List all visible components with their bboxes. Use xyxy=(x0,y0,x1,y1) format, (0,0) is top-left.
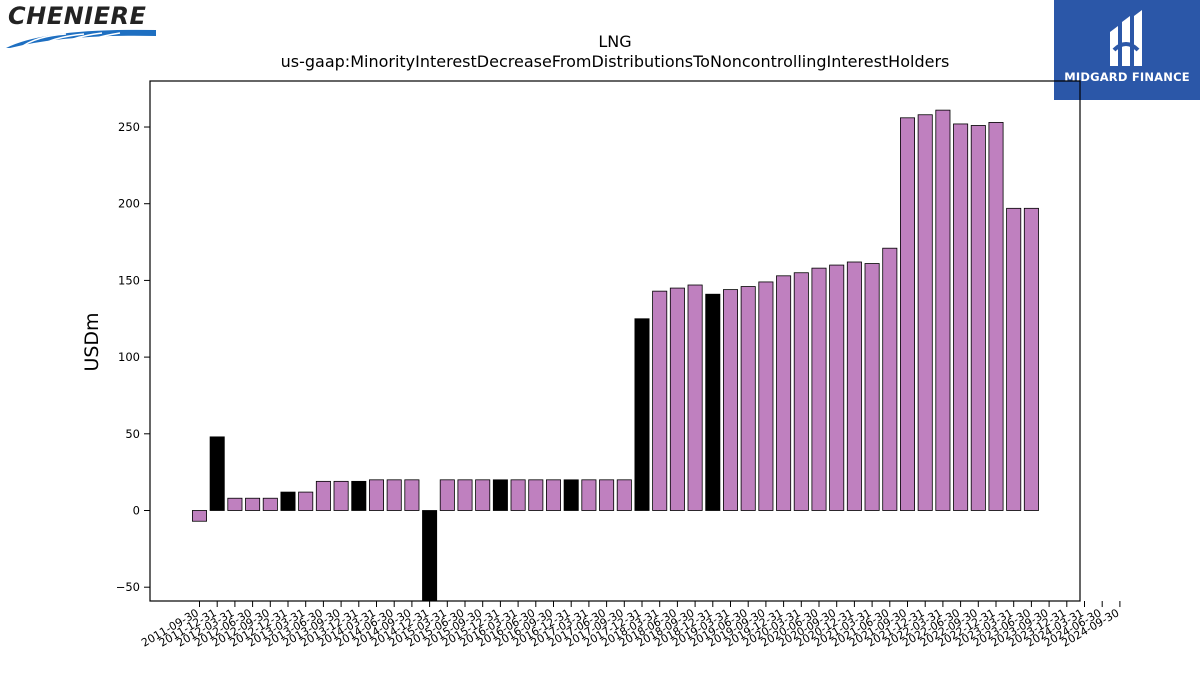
bar xyxy=(776,275,792,511)
bar xyxy=(917,114,933,511)
bar xyxy=(227,497,243,511)
bar xyxy=(864,263,880,511)
bar xyxy=(705,293,721,511)
y-tick-label: 50 xyxy=(125,427,140,441)
bar xyxy=(652,290,668,511)
bar xyxy=(793,272,809,511)
bar xyxy=(846,261,862,511)
bar xyxy=(563,479,579,511)
midgard-mark-icon xyxy=(1110,10,1142,66)
bar xyxy=(510,479,526,511)
bar xyxy=(900,117,916,511)
bar xyxy=(191,510,207,522)
bar xyxy=(492,479,508,511)
bar xyxy=(439,479,455,511)
bar xyxy=(351,480,367,511)
bar xyxy=(758,281,774,511)
bar xyxy=(811,267,827,511)
bar xyxy=(581,479,597,511)
brand-name: CHENIERE xyxy=(8,2,147,30)
bar xyxy=(1006,207,1022,511)
bar xyxy=(333,480,349,511)
bar xyxy=(280,491,296,511)
bar xyxy=(262,497,278,511)
bar xyxy=(740,286,756,511)
bar xyxy=(546,479,562,511)
bar xyxy=(634,318,650,511)
bar xyxy=(528,479,544,511)
bar xyxy=(723,289,739,511)
y-tick-label: −50 xyxy=(116,580,140,594)
y-tick-label: 100 xyxy=(118,350,140,364)
bar xyxy=(935,109,951,511)
midgard-finance-logo: MIDGARD FINANCE xyxy=(1054,0,1200,100)
bar xyxy=(669,287,685,511)
y-tick-label: 250 xyxy=(118,120,140,134)
plot-frame xyxy=(149,80,1081,602)
brand-swoosh-icon xyxy=(6,29,156,49)
bar xyxy=(475,479,491,511)
bar xyxy=(457,479,473,511)
y-tick-label: 150 xyxy=(118,273,140,287)
bar xyxy=(368,479,384,511)
y-tick-label: 200 xyxy=(118,197,140,211)
bar xyxy=(1023,207,1039,511)
bar xyxy=(404,479,420,511)
bar xyxy=(386,479,402,511)
chart-title-metric: us-gaap:MinorityInterestDecreaseFromDist… xyxy=(280,52,950,71)
chart-title-ticker: LNG xyxy=(598,32,632,51)
bar xyxy=(315,480,331,511)
bar xyxy=(829,264,845,511)
bar xyxy=(616,479,632,511)
cheniere-logo: CHENIERE xyxy=(6,2,156,52)
partner-name: MIDGARD FINANCE xyxy=(1064,70,1190,84)
bar xyxy=(687,284,703,511)
bar xyxy=(882,247,898,511)
bar xyxy=(422,510,438,601)
bar xyxy=(245,497,261,511)
bar xyxy=(970,125,986,511)
bar xyxy=(599,479,615,511)
y-tick-label: 0 xyxy=(133,503,140,517)
bar xyxy=(988,122,1004,511)
bars-group xyxy=(191,109,1039,601)
bar xyxy=(953,123,969,511)
bar xyxy=(298,491,314,511)
bar xyxy=(209,436,225,511)
